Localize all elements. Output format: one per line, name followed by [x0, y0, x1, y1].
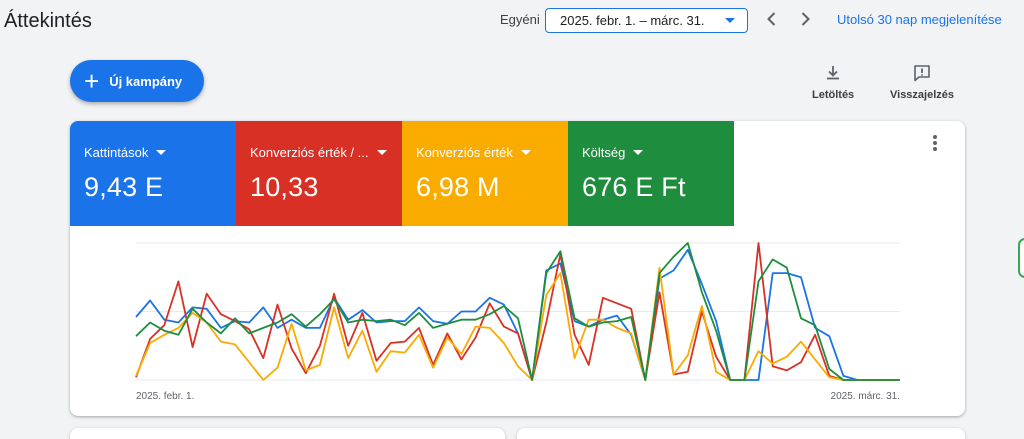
next-period-button[interactable] [795, 9, 815, 29]
metric-label: Konverziós érték / ... [250, 145, 369, 160]
caret-down-icon [520, 150, 531, 155]
date-mode-label: Egyéni [500, 12, 540, 27]
caret-down-icon [376, 150, 387, 155]
metric-tile-conv-value-per-cost[interactable]: Konverziós érték / ... 10,33 [236, 121, 402, 226]
x-tick-start: 2025. febr. 1. [136, 391, 194, 402]
feedback-icon [914, 65, 930, 82]
metric-tile-conv-value[interactable]: Konverziós érték 6,98 M [402, 121, 568, 226]
date-range-select[interactable]: 2025. febr. 1. – márc. 31. [545, 8, 748, 33]
metric-label: Kattintások [84, 145, 149, 160]
previous-period-button[interactable] [762, 9, 782, 29]
metric-tile-clicks[interactable]: Kattintások 9,43 E [70, 121, 236, 226]
metric-label: Konverziós érték [416, 145, 513, 160]
side-panel-tab[interactable] [1018, 238, 1024, 278]
metric-value: 676 E Ft [582, 172, 686, 202]
metric-value: 9,43 E [84, 172, 164, 202]
x-tick-end: 2025. márc. 31. [831, 391, 900, 402]
download-icon [827, 66, 840, 80]
download-label: Letöltés [812, 89, 855, 101]
caret-down-icon [725, 18, 735, 23]
chevron-left-icon [767, 12, 776, 26]
more-vert-icon [933, 135, 937, 139]
bottom-card-right [517, 428, 965, 439]
series-line-0 [135, 248, 900, 381]
new-campaign-button[interactable]: + Új kampány [70, 60, 204, 102]
bottom-card-left [70, 428, 505, 439]
metric-value: 10,33 [250, 172, 319, 202]
download-button[interactable]: Letöltés [812, 63, 854, 101]
metric-label: Költség [582, 145, 626, 160]
feedback-button[interactable]: Visszajelzés [890, 63, 954, 101]
series-line-3 [135, 242, 900, 381]
new-campaign-label: Új kampány [109, 73, 183, 89]
overview-chart-card: Kattintások 9,43 E Konverziós érték / ..… [70, 121, 965, 416]
page-title: Áttekintés [4, 10, 92, 32]
date-range-value: 2025. febr. 1. – márc. 31. [560, 13, 705, 28]
plus-icon: + [84, 66, 100, 96]
metric-value: 6,98 M [416, 172, 500, 202]
caret-down-icon [156, 150, 167, 155]
caret-down-icon [633, 150, 644, 155]
last-30-days-link[interactable]: Utolsó 30 nap megjelenítése [837, 12, 1002, 27]
series-line-2 [135, 266, 900, 381]
metric-tile-cost[interactable]: Költség 676 E Ft [568, 121, 734, 226]
chevron-right-icon [801, 12, 810, 26]
feedback-label: Visszajelzés [890, 89, 955, 101]
more-options-button[interactable] [927, 135, 943, 155]
performance-line-chart: 2025. febr. 1. 2025. márc. 31. [135, 242, 900, 402]
series-line-1 [135, 242, 900, 381]
